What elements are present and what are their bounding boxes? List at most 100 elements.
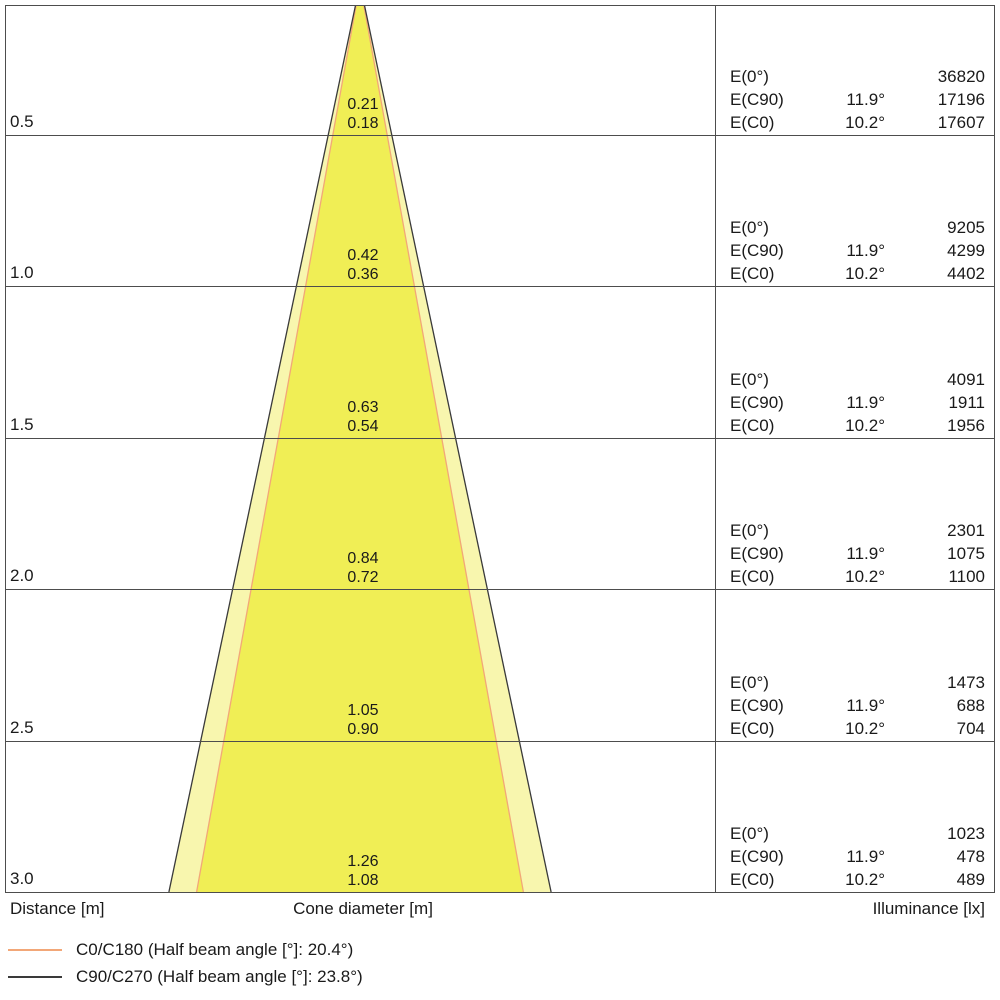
- cone-diameter-c90: 0.84: [347, 550, 379, 567]
- legend: C0/C180 (Half beam angle [°]: 20.4°) C90…: [8, 936, 363, 990]
- gridline-0.5m: [5, 135, 995, 136]
- cone-diameter-values: 1.26 1.08: [347, 852, 378, 890]
- ec90-value: 1075: [947, 544, 985, 563]
- chart-border-top: [5, 5, 995, 6]
- ec90-angle: 11.9°: [846, 544, 885, 563]
- legend-label-c0-c180: C0/C180 (Half beam angle [°]: 20.4°): [76, 939, 354, 959]
- ec0-label: E(C0): [730, 719, 775, 738]
- ec0-label: E(C0): [730, 264, 775, 283]
- ec0-value: 489: [956, 870, 985, 889]
- legend-item-c90-c270: C90/C270 (Half beam angle [°]: 23.8°): [8, 963, 363, 990]
- ec0-label: E(C0): [730, 113, 775, 132]
- cone-diameter-c0: 0.54: [347, 418, 379, 435]
- e0-angle: [825, 368, 885, 391]
- chart-border-right: [994, 5, 995, 892]
- ec0-value: 1100: [948, 567, 985, 586]
- gridline-2.5m: [5, 741, 995, 742]
- axis-label-illuminance: Illuminance [lx]: [872, 899, 985, 918]
- distance-label: 1.0: [10, 263, 34, 282]
- axis-label-distance: Distance [m]: [10, 899, 105, 918]
- e0-value: 4091: [947, 370, 985, 389]
- cone-diameter-c90: 0.63: [347, 399, 379, 416]
- distance-label: 1.5: [10, 415, 34, 434]
- ec90-label: E(C90): [730, 90, 784, 109]
- distance-label: 3.0: [10, 869, 34, 888]
- e0-value: 2301: [947, 521, 985, 540]
- ec0-value: 1956: [947, 416, 985, 435]
- gridline-1.0m: [5, 286, 995, 287]
- cone-diameter-values: 0.42 0.36: [347, 246, 378, 284]
- gridline-1.5m: [5, 438, 995, 439]
- ec90-value: 1911: [948, 393, 985, 412]
- gridline-2.0m: [5, 589, 995, 590]
- ec0-angle: 10.2°: [845, 719, 885, 738]
- e0-value: 1473: [947, 673, 985, 692]
- distance-label: 2.0: [10, 566, 34, 585]
- e0-label: E(0°): [730, 218, 769, 237]
- gridline-3.0m-bottom-border: [5, 892, 995, 893]
- cone-diameter-c0: 1.08: [347, 872, 379, 889]
- distance-label: 0.5: [10, 112, 34, 131]
- e0-label: E(0°): [730, 67, 769, 86]
- e0-value: 36820: [937, 67, 985, 86]
- ec0-value: 4402: [947, 264, 985, 283]
- ec90-label: E(C90): [730, 241, 784, 260]
- cone-diameter-values: 0.84 0.72: [347, 549, 378, 587]
- cone-diameter-c0: 0.18: [347, 115, 379, 132]
- e0-label: E(0°): [730, 824, 769, 843]
- ec90-label: E(C90): [730, 847, 784, 866]
- ec90-label: E(C90): [730, 393, 784, 412]
- ec0-label: E(C0): [730, 567, 775, 586]
- ec90-value: 478: [956, 847, 985, 866]
- ec0-label: E(C0): [730, 870, 775, 889]
- e0-label: E(0°): [730, 370, 769, 389]
- c90-c270-line-swatch: [8, 975, 62, 978]
- illuminance-block: E(0°) 1023 E(C90) 11.9° 478 E(C0) 10.2° 489: [730, 822, 985, 891]
- ec0-label: E(C0): [730, 416, 775, 435]
- legend-item-c0-c180: C0/C180 (Half beam angle [°]: 20.4°): [8, 936, 363, 963]
- cone-diameter-values: 1.05 0.90: [347, 701, 378, 739]
- ec90-angle: 11.9°: [846, 90, 885, 109]
- legend-label-c90-c270: C90/C270 (Half beam angle [°]: 23.8°): [76, 966, 363, 986]
- e0-label: E(0°): [730, 673, 769, 692]
- cone-c0-c180-area: [196, 5, 524, 892]
- ec90-angle: 11.9°: [846, 393, 885, 412]
- e0-angle: [825, 519, 885, 542]
- ec90-angle: 11.9°: [846, 696, 885, 715]
- illuminance-block: E(0°) 2301 E(C90) 11.9° 1075 E(C0) 10.2° 1100: [730, 519, 985, 588]
- chart-border-left: [5, 5, 6, 892]
- cone-diameter-values: 0.21 0.18: [347, 95, 378, 133]
- e0-angle: [825, 671, 885, 694]
- ec0-value: 704: [956, 719, 985, 738]
- e0-angle: [825, 65, 885, 88]
- e0-angle: [825, 216, 885, 239]
- e0-label: E(0°): [730, 521, 769, 540]
- ec90-value: 688: [956, 696, 985, 715]
- ec90-value: 17196: [937, 90, 985, 109]
- ec90-angle: 11.9°: [846, 847, 885, 866]
- e0-value: 9205: [947, 218, 985, 237]
- ec90-label: E(C90): [730, 696, 784, 715]
- e0-angle: [825, 822, 885, 845]
- ec0-angle: 10.2°: [845, 870, 885, 889]
- ec0-value: 17607: [937, 113, 985, 132]
- ec90-label: E(C90): [730, 544, 784, 563]
- illuminance-block: E(0°) 1473 E(C90) 11.9° 688 E(C0) 10.2° 704: [730, 671, 985, 740]
- light-cone-plot: [168, 5, 552, 892]
- ec0-angle: 10.2°: [845, 113, 885, 132]
- axis-label-cone-diameter: Cone diameter [m]: [293, 899, 433, 918]
- e0-value: 1023: [947, 824, 985, 843]
- cone-diameter-c0: 0.36: [347, 266, 379, 283]
- illuminance-block: E(0°) 4091 E(C90) 11.9° 1911 E(C0) 10.2° 1956: [730, 368, 985, 437]
- cone-diameter-values: 0.63 0.54: [347, 398, 378, 436]
- ec0-angle: 10.2°: [845, 264, 885, 283]
- ec90-value: 4299: [947, 241, 985, 260]
- ec0-angle: 10.2°: [845, 567, 885, 586]
- cone-diameter-c0: 0.72: [347, 569, 379, 586]
- c0-c180-line-swatch: [8, 948, 62, 951]
- cone-diameter-c90: 1.26: [347, 853, 379, 870]
- illuminance-panel-divider: [715, 5, 716, 892]
- ec0-angle: 10.2°: [845, 416, 885, 435]
- cone-diameter-c0: 0.90: [347, 721, 379, 738]
